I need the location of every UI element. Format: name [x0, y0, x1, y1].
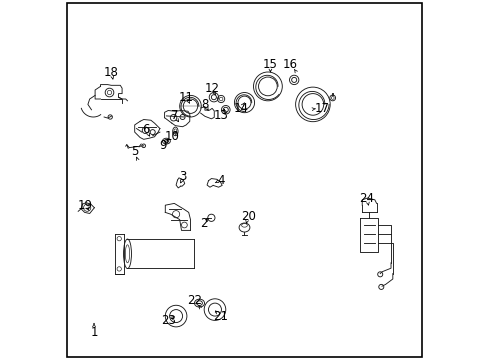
Text: 18: 18	[103, 66, 119, 78]
Text: 22: 22	[187, 294, 202, 307]
Text: 12: 12	[204, 82, 219, 95]
Text: 16: 16	[283, 58, 298, 71]
Text: 17: 17	[314, 102, 329, 114]
Text: 2: 2	[200, 217, 207, 230]
Text: 3: 3	[179, 170, 186, 183]
Text: 6: 6	[142, 123, 149, 136]
Text: 21: 21	[213, 310, 228, 323]
Text: 5: 5	[131, 145, 138, 158]
Text: 9: 9	[160, 139, 167, 152]
Text: 1: 1	[90, 326, 98, 339]
Text: 15: 15	[263, 58, 277, 71]
Text: 8: 8	[201, 98, 208, 111]
Text: 23: 23	[161, 314, 176, 327]
Text: 13: 13	[213, 109, 228, 122]
Text: 10: 10	[165, 130, 180, 143]
Text: 4: 4	[217, 174, 224, 186]
Text: 24: 24	[359, 192, 374, 204]
Text: 14: 14	[233, 102, 248, 114]
Text: 7: 7	[170, 109, 178, 122]
Text: 11: 11	[178, 91, 193, 104]
Text: 19: 19	[78, 199, 93, 212]
Text: 20: 20	[240, 210, 255, 222]
